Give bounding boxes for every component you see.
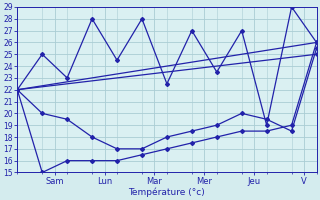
X-axis label: Température (°c): Température (°c) bbox=[129, 187, 205, 197]
